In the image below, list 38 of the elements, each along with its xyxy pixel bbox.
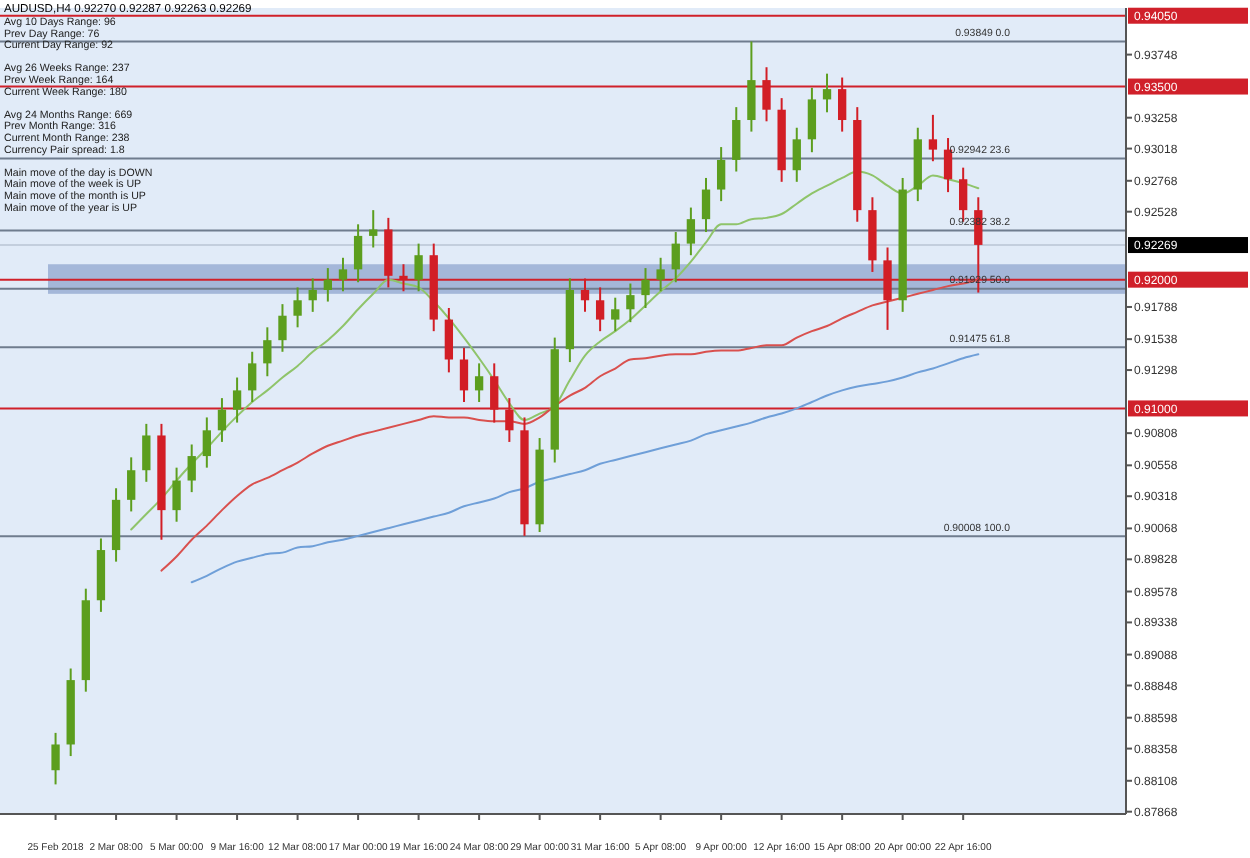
candlestick bbox=[626, 282, 635, 324]
candlestick bbox=[459, 346, 469, 403]
candlestick bbox=[928, 113, 938, 163]
candlestick bbox=[414, 242, 423, 293]
candlestick bbox=[142, 422, 151, 483]
candlestick bbox=[232, 376, 242, 424]
candlestick bbox=[127, 456, 136, 513]
candlestick bbox=[595, 286, 605, 333]
candlestick bbox=[187, 443, 196, 494]
candlestick bbox=[323, 267, 333, 303]
candlestick bbox=[217, 397, 227, 443]
candlestick bbox=[747, 40, 756, 133]
candlestick bbox=[202, 416, 211, 469]
candlestick bbox=[716, 146, 726, 203]
candlestick bbox=[353, 223, 363, 284]
candlestick bbox=[308, 277, 317, 313]
candlestick bbox=[792, 126, 801, 183]
candlestick bbox=[51, 731, 60, 786]
candlestick bbox=[369, 209, 378, 249]
candlestick bbox=[293, 286, 302, 329]
candlestick bbox=[656, 256, 665, 293]
candlestick bbox=[338, 256, 348, 293]
candlestick bbox=[611, 296, 620, 333]
candlestick bbox=[263, 326, 272, 378]
candlestick bbox=[444, 307, 454, 374]
candlestick bbox=[474, 362, 484, 403]
candlestick bbox=[671, 231, 680, 284]
candlestick bbox=[686, 206, 696, 257]
candlestick bbox=[701, 176, 711, 234]
line-series bbox=[190, 353, 980, 584]
candlestick bbox=[278, 303, 287, 353]
candlestick bbox=[732, 106, 741, 173]
candlestick bbox=[641, 267, 650, 309]
candlestick bbox=[172, 466, 181, 523]
candlestick bbox=[807, 86, 817, 154]
candlestick bbox=[943, 137, 953, 194]
candlestick bbox=[248, 350, 257, 403]
candlestick bbox=[822, 72, 832, 114]
